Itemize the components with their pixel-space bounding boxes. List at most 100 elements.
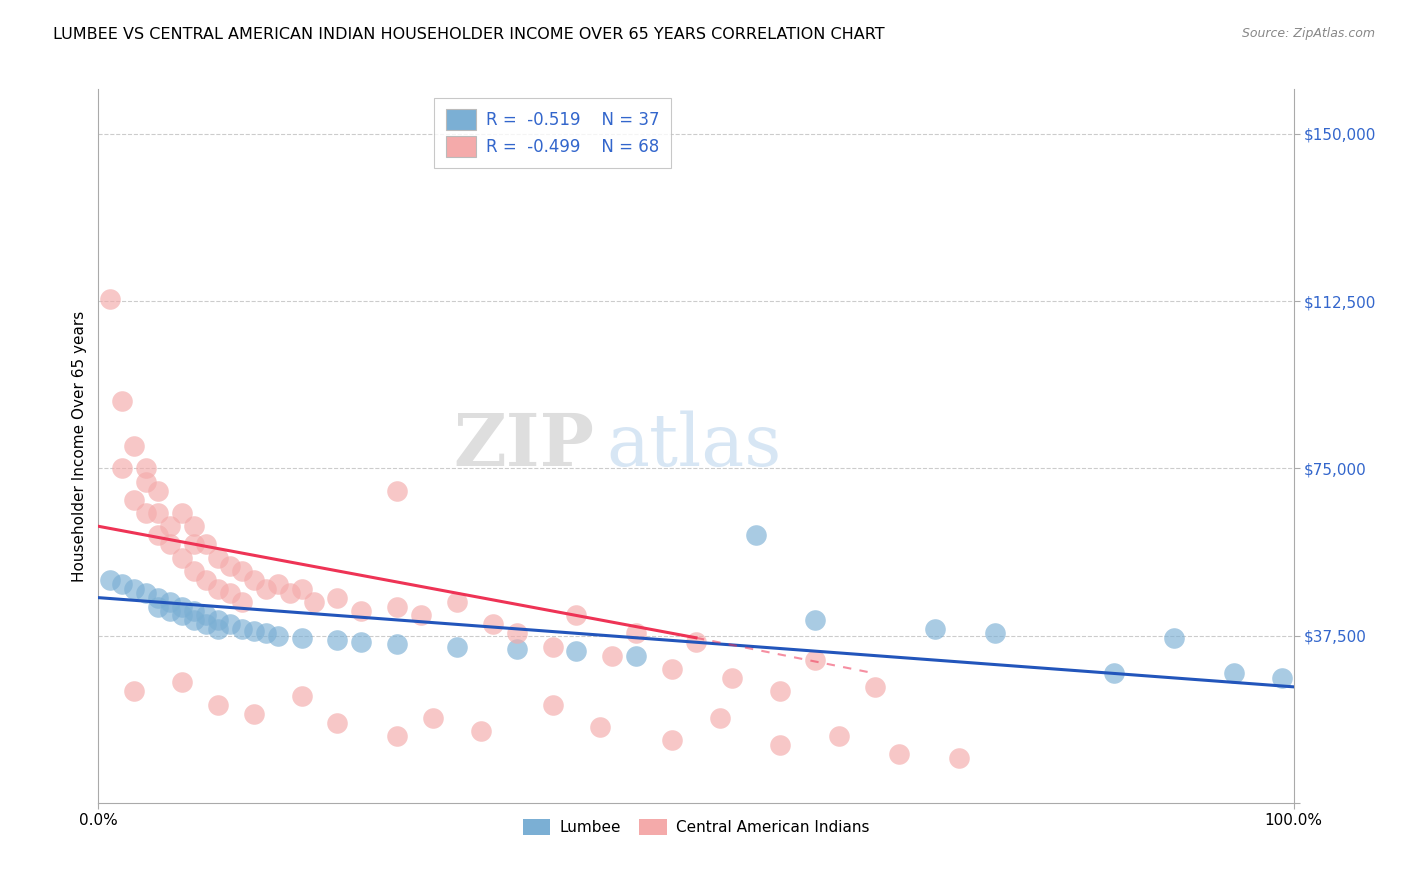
Point <box>1271 671 1294 685</box>
Point <box>385 483 409 498</box>
Point <box>219 586 242 600</box>
Point <box>506 642 529 657</box>
Point <box>1163 631 1185 645</box>
Point <box>207 613 229 627</box>
Point <box>231 622 253 636</box>
Point <box>183 537 205 551</box>
Point <box>195 573 218 587</box>
Point <box>124 582 146 596</box>
Point <box>172 506 194 520</box>
Point <box>889 747 911 761</box>
Point <box>661 662 683 676</box>
Text: ZIP: ZIP <box>454 410 595 482</box>
Point <box>350 604 373 618</box>
Point <box>291 631 314 645</box>
Point <box>98 573 122 587</box>
Point <box>172 599 194 614</box>
Point <box>385 637 409 651</box>
Point <box>385 729 409 743</box>
Point <box>506 626 529 640</box>
Point <box>207 698 229 712</box>
Point <box>541 698 564 712</box>
Point <box>207 622 229 636</box>
Point <box>470 724 492 739</box>
Point <box>709 711 731 725</box>
Point <box>183 519 205 533</box>
Point <box>148 591 170 605</box>
Point <box>135 506 157 520</box>
Point <box>769 684 792 698</box>
Point <box>207 550 229 565</box>
Point <box>446 595 468 609</box>
Point <box>172 608 194 623</box>
Point <box>148 483 170 498</box>
Point <box>124 439 146 453</box>
Point <box>207 582 229 596</box>
Point <box>195 537 218 551</box>
Point <box>243 624 266 639</box>
Point <box>984 626 1007 640</box>
Point <box>804 613 827 627</box>
Point <box>626 648 648 663</box>
Point <box>565 644 588 658</box>
Point <box>148 528 170 542</box>
Point <box>195 608 218 623</box>
Point <box>385 599 409 614</box>
Point <box>243 706 266 721</box>
Point <box>661 733 683 747</box>
Point <box>135 461 157 475</box>
Point <box>159 537 181 551</box>
Point <box>565 608 588 623</box>
Point <box>924 622 946 636</box>
Point <box>159 595 181 609</box>
Y-axis label: Householder Income Over 65 years: Householder Income Over 65 years <box>72 310 87 582</box>
Point <box>159 604 181 618</box>
Point <box>350 635 373 649</box>
Point <box>195 617 218 632</box>
Point <box>183 564 205 578</box>
Point <box>148 599 170 614</box>
Point <box>745 528 768 542</box>
Point <box>124 684 146 698</box>
Point <box>541 640 564 654</box>
Point <box>124 492 146 507</box>
Point <box>267 577 290 591</box>
Point <box>482 617 505 632</box>
Point <box>1223 666 1246 681</box>
Point <box>291 689 314 703</box>
Point <box>326 633 349 648</box>
Point <box>278 586 301 600</box>
Point <box>135 586 157 600</box>
Point <box>769 738 792 752</box>
Point <box>302 595 325 609</box>
Point <box>828 729 851 743</box>
Point <box>254 582 277 596</box>
Point <box>98 292 122 306</box>
Point <box>219 617 242 632</box>
Text: Source: ZipAtlas.com: Source: ZipAtlas.com <box>1241 27 1375 40</box>
Point <box>1104 666 1126 681</box>
Point <box>231 595 253 609</box>
Point <box>111 394 134 409</box>
Point <box>589 720 612 734</box>
Legend: Lumbee, Central American Indians: Lumbee, Central American Indians <box>516 814 876 841</box>
Point <box>135 475 157 489</box>
Point <box>148 506 170 520</box>
Point <box>721 671 744 685</box>
Point <box>183 613 205 627</box>
Point <box>291 582 314 596</box>
Point <box>804 653 827 667</box>
Point <box>685 635 707 649</box>
Point <box>111 461 134 475</box>
Point <box>602 648 624 663</box>
Point <box>948 751 970 765</box>
Point <box>219 559 242 574</box>
Point <box>411 608 433 623</box>
Point <box>267 628 290 642</box>
Text: atlas: atlas <box>606 410 782 482</box>
Point <box>111 577 134 591</box>
Point <box>243 573 266 587</box>
Point <box>159 519 181 533</box>
Point <box>422 711 444 725</box>
Point <box>446 640 468 654</box>
